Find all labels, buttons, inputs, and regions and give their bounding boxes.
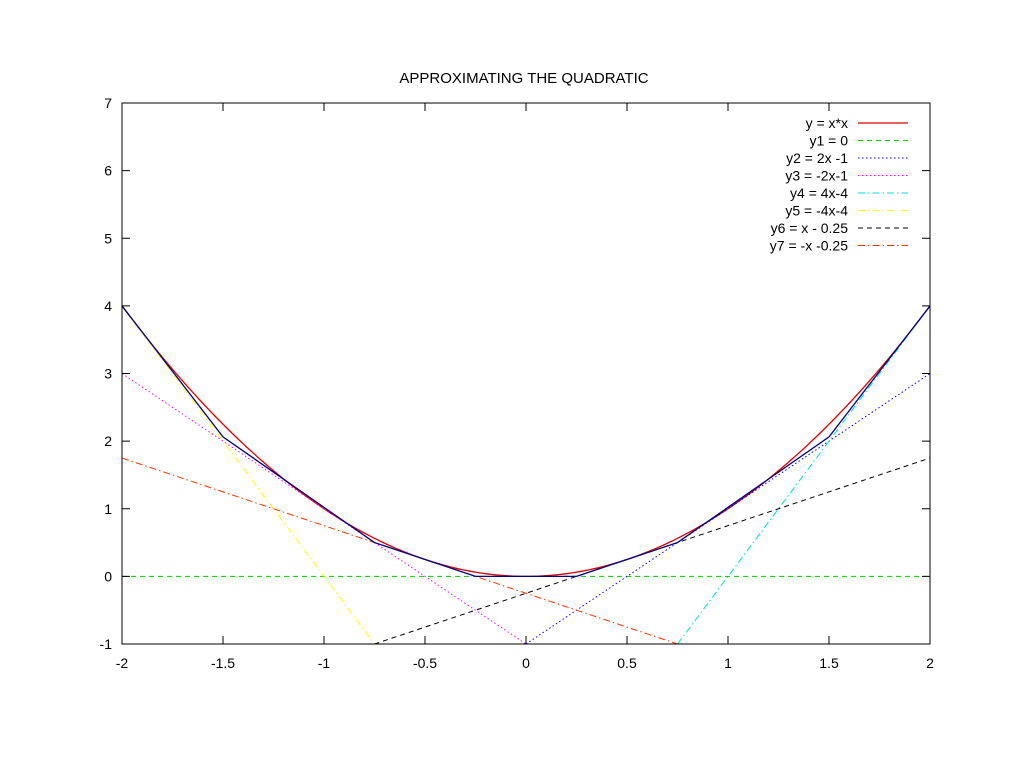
- y-tick-label: 5: [104, 230, 112, 246]
- piecewise-approximation-line: [122, 305, 930, 578]
- x-tick-label: -2: [116, 655, 129, 671]
- x-tick-label: 0.5: [617, 655, 637, 671]
- legend-label-y-x-x: y = x*x: [806, 115, 848, 131]
- plot-area: [122, 305, 930, 644]
- x-tick-label: 1: [724, 655, 732, 671]
- chart-title: APPROXIMATING THE QUADRATIC: [399, 70, 648, 87]
- y-tick-label: 2: [104, 433, 112, 449]
- series-line-y5-4x-4: [122, 305, 375, 644]
- legend-label-y5-4x-4: y5 = -4x-4: [785, 203, 848, 219]
- y-tick-label: 1: [104, 501, 112, 517]
- y-tick-label: 3: [104, 366, 112, 382]
- x-tick-label: -1: [318, 655, 331, 671]
- y-tick-label: 7: [104, 95, 112, 111]
- series-line-y2-2x-1: [525, 373, 930, 644]
- legend-label-y7-x-0-25: y7 = -x -0.25: [770, 238, 848, 254]
- x-tick-label: 0: [522, 655, 530, 671]
- y-tick-label: 0: [104, 568, 112, 584]
- x-tick-label: 2: [926, 655, 934, 671]
- legend-label-y4-4x-4: y4 = 4x-4: [790, 185, 848, 201]
- series-line-y3-2x-1: [122, 373, 527, 644]
- legend-label-y3-2x-1: y3 = -2x-1: [785, 168, 848, 184]
- y-tick-label: -1: [100, 636, 113, 652]
- legend-label-y2-2x-1: y2 = 2x -1: [786, 150, 848, 166]
- x-axis: -2 -1.5 -1 -0.5 0 0.5 1 1.5 2: [116, 103, 934, 671]
- y-axis: -1 0 1 2 3 4 5 6 7: [100, 95, 930, 652]
- legend-label-y1-0: y1 = 0: [809, 133, 848, 149]
- y-tick-label: 4: [104, 298, 112, 314]
- legend-label-y6-x-0-25: y6 = x - 0.25: [771, 220, 849, 236]
- legend: y = x*x y1 = 0y2 = 2x -1 y3 = -2x-1y4 = 4x…: [770, 115, 908, 254]
- y-tick-label: 6: [104, 163, 112, 179]
- x-tick-label: -0.5: [413, 655, 437, 671]
- x-tick-label: 1.5: [819, 655, 839, 671]
- x-tick-label: -1.5: [211, 655, 235, 671]
- series-line-y-x-x: [122, 305, 930, 578]
- series-line-y4-4x-4: [677, 305, 930, 644]
